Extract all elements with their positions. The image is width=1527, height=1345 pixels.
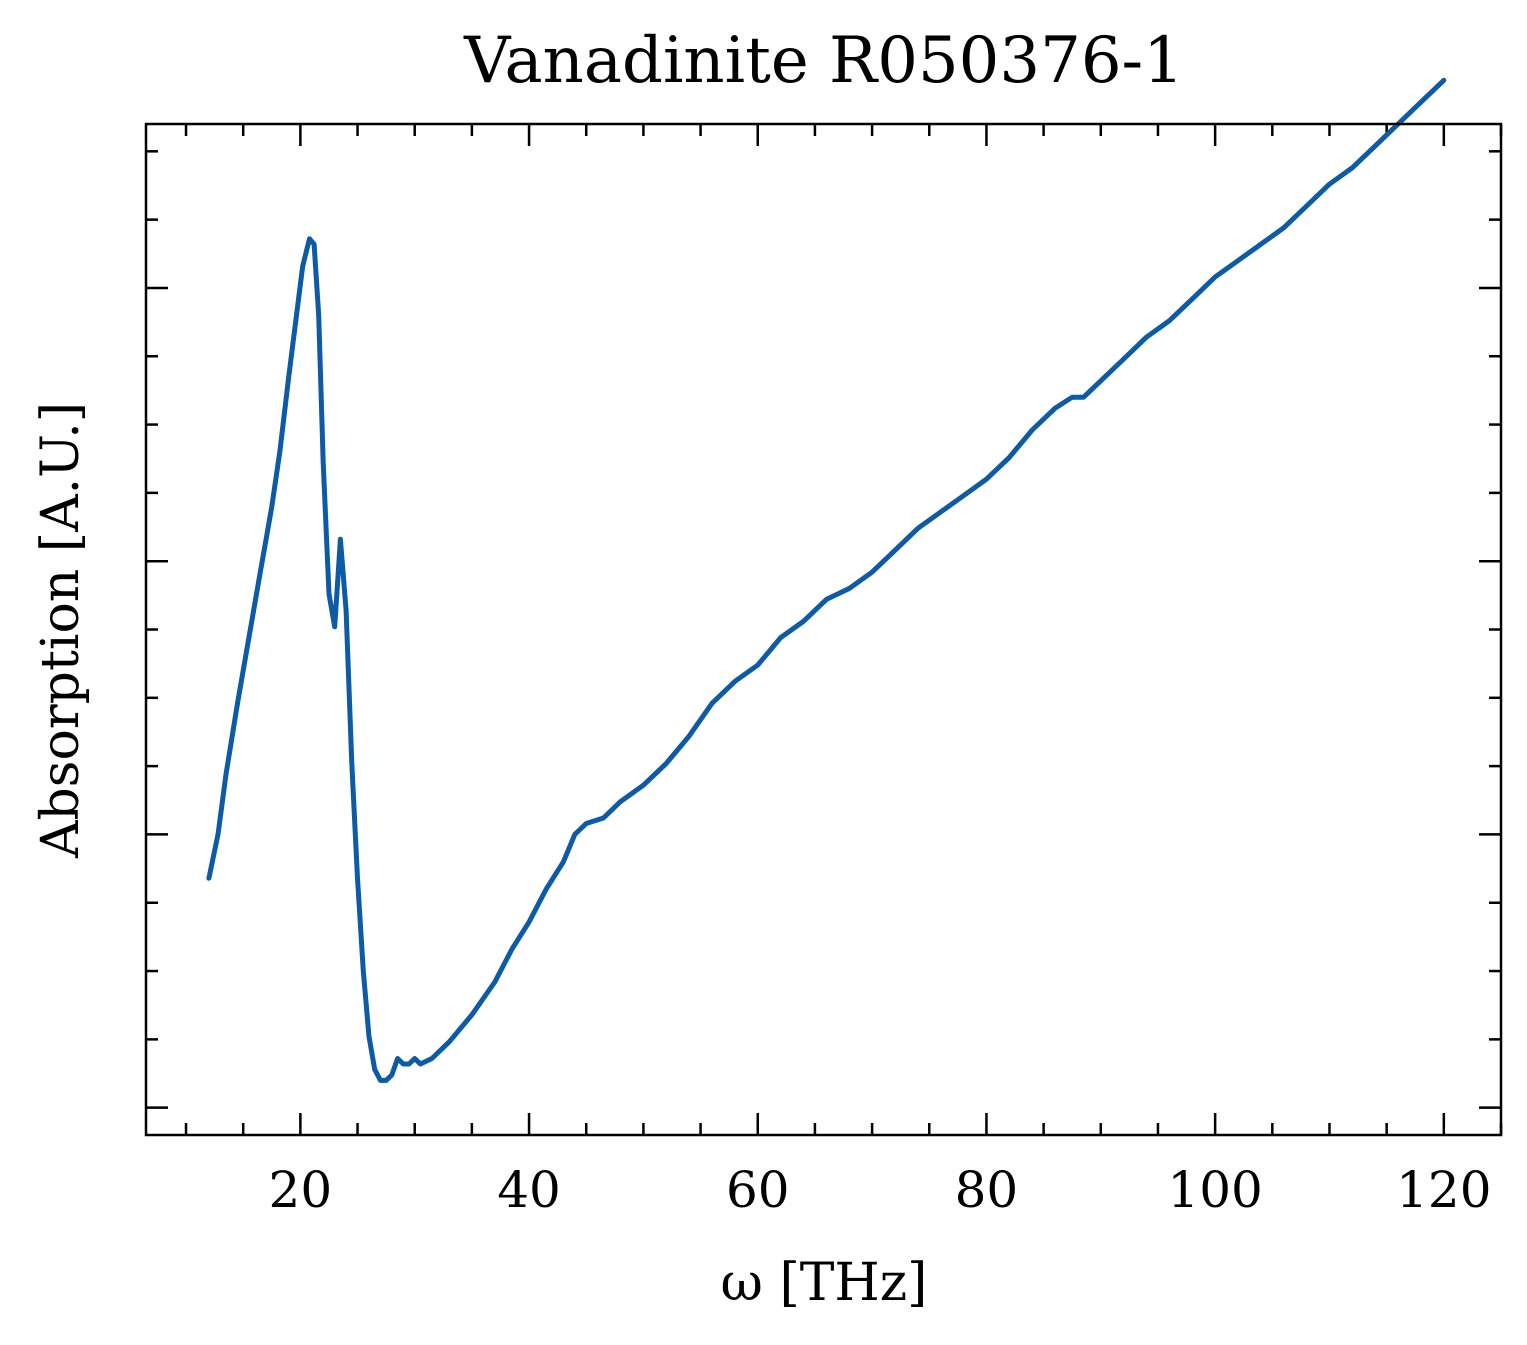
chart-title: Vanadinite R050376-1 <box>463 24 1184 98</box>
x-tick-label: 20 <box>269 1161 333 1219</box>
y-axis-label: Absorption [A.U.] <box>31 402 91 859</box>
x-tick-label: 100 <box>1167 1161 1262 1219</box>
x-tick-label: 40 <box>497 1161 561 1219</box>
x-tick-label: 80 <box>955 1161 1019 1219</box>
x-tick-label: 60 <box>726 1161 790 1219</box>
absorption-series-line <box>206 77 1447 1083</box>
plot-frame <box>144 122 1503 1137</box>
x-tick-label: 120 <box>1396 1161 1491 1219</box>
x-tick-labels: 20 40 60 80 100 120 <box>269 1161 1492 1219</box>
x-axis-label: ω [THz] <box>721 1253 928 1313</box>
axis-ticks <box>146 124 1503 1135</box>
